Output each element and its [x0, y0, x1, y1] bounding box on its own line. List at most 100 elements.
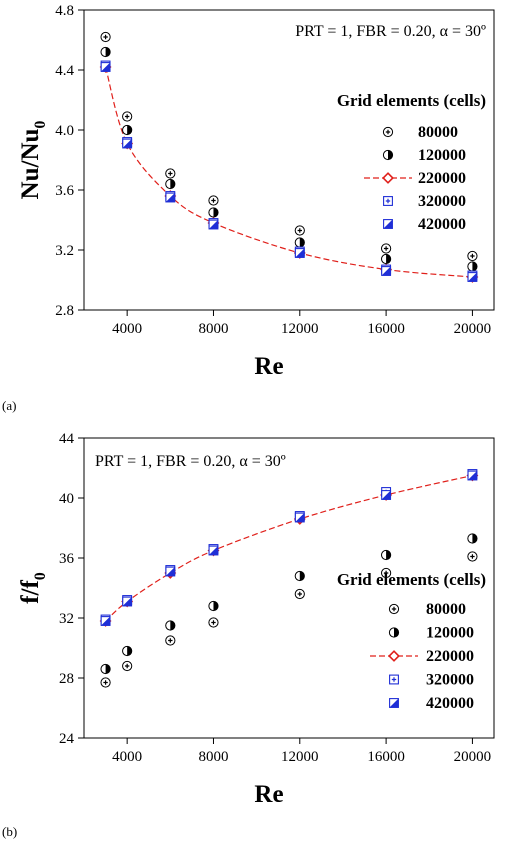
legend-marker-120000	[388, 627, 400, 638]
legend-marker-420000	[383, 219, 393, 229]
legend-title: Grid elements (cells)	[337, 91, 486, 110]
y-tick-label: 4.0	[55, 123, 74, 139]
data-point-80000	[100, 677, 111, 688]
y-tick-label: 44	[59, 431, 75, 447]
data-point-120000	[122, 124, 133, 136]
data-point-420000	[100, 62, 111, 72]
data-point-420000	[122, 596, 133, 607]
data-point-420000	[208, 545, 219, 556]
legend-label-320000: 320000	[426, 672, 474, 689]
data-point-420000	[165, 192, 176, 203]
legend-label-80000: 80000	[426, 601, 466, 618]
x-axis-label: Re	[254, 781, 283, 808]
data-point-80000	[122, 111, 133, 122]
x-tick-label: 12000	[281, 321, 319, 337]
x-tick-label: 16000	[367, 749, 405, 765]
data-point-420000	[467, 272, 478, 282]
legend-label-420000: 420000	[418, 216, 466, 233]
data-point-80000	[294, 588, 305, 600]
legend-marker-120000	[382, 149, 394, 161]
chart-panel-b: 24 28 32 36 40 44 4000 8000 12000 16000 20000 Re f/f…	[17, 431, 495, 808]
data-point-80000	[100, 31, 111, 43]
panel-label: (a)	[2, 398, 16, 413]
data-point-80000	[381, 567, 392, 579]
x-tick-label: 4000	[112, 749, 142, 765]
x-tick-label: 8000	[198, 749, 228, 765]
data-point-80000	[381, 243, 392, 254]
y-tick-label: 36	[59, 551, 75, 567]
panel-label: (b)	[2, 824, 17, 839]
y-tick-label: 3.6	[55, 183, 74, 199]
data-point-80000	[208, 617, 219, 628]
legend-label-220000: 220000	[418, 170, 466, 187]
legend-marker-220000	[382, 172, 394, 184]
plot-frame	[83, 9, 495, 311]
data-point-120000	[100, 46, 111, 58]
y-tick-label: 3.2	[55, 243, 74, 259]
y-axis-label: Nu/Nu0	[17, 121, 49, 200]
plot-frame	[83, 437, 495, 739]
data-point-120000	[208, 600, 219, 612]
x-tick-label: 16000	[367, 321, 405, 337]
data-point-120000	[381, 549, 392, 561]
legend-label-420000: 420000	[426, 695, 474, 712]
legend-marker-220000	[388, 650, 400, 662]
x-tick-label: 8000	[198, 321, 228, 337]
data-point-420000	[122, 138, 133, 149]
legend-label-80000: 80000	[418, 124, 458, 141]
condition-annotation: PRT = 1, FBR = 0.20, α = 30º	[95, 453, 286, 470]
x-tick-label: 20000	[454, 321, 492, 337]
data-point-120000	[208, 207, 219, 218]
condition-annotation: PRT = 1, FBR = 0.20, α = 30º	[295, 23, 486, 40]
data-point-80000	[122, 660, 133, 672]
legend-marker-320000	[383, 196, 393, 206]
legend: Grid elements (cells) 80000 120000 220000 32…	[337, 91, 486, 233]
data-point-120000	[165, 178, 176, 190]
data-point-80000	[467, 551, 478, 562]
y-axis-label: f/f0	[17, 572, 49, 604]
legend-marker-320000	[389, 674, 399, 685]
y-tick-label: 4.4	[55, 63, 74, 79]
y-tick-label: 28	[59, 671, 74, 687]
fit-curve-220000	[105, 474, 473, 622]
data-point-80000	[165, 168, 176, 179]
legend-marker-80000	[382, 126, 394, 138]
data-point-120000	[467, 533, 478, 544]
legend-label-120000: 120000	[418, 147, 466, 164]
data-point-420000	[294, 512, 305, 523]
legend-marker-80000	[388, 603, 400, 615]
data-point-80000	[294, 225, 305, 236]
chart-panel-a: 2.8 3.2 3.6 4.0 4.4 4.8 4000 8000 12000 16000 2000…	[17, 3, 495, 380]
data-point-120000	[294, 570, 305, 582]
data-point-420000	[100, 616, 111, 626]
legend-label-220000: 220000	[426, 648, 474, 665]
data-point-80000	[165, 635, 176, 646]
y-tick-label: 24	[59, 731, 75, 747]
data-point-120000	[122, 645, 133, 657]
data-point-120000	[381, 253, 392, 265]
legend: Grid elements (cells) 80000 120000 220000 32…	[337, 570, 486, 712]
data-point-420000	[467, 470, 478, 481]
data-point-120000	[165, 620, 176, 631]
data-point-80000	[467, 250, 478, 262]
x-tick-label: 4000	[112, 321, 142, 337]
data-point-120000	[467, 261, 478, 272]
x-tick-label: 12000	[281, 749, 319, 765]
y-tick-label: 40	[59, 491, 74, 507]
data-point-420000	[381, 266, 392, 276]
y-tick-label: 32	[59, 611, 74, 627]
data-point-120000	[100, 663, 111, 675]
legend-marker-420000	[389, 698, 399, 708]
data-point-80000	[208, 195, 219, 206]
data-point-420000	[208, 219, 219, 230]
x-tick-label: 20000	[454, 749, 492, 765]
legend-label-320000: 320000	[418, 193, 466, 210]
legend-label-120000: 120000	[426, 625, 474, 642]
data-point-420000	[294, 248, 305, 258]
data-point-420000	[381, 490, 392, 500]
y-tick-label: 4.8	[55, 3, 74, 19]
legend-title: Grid elements (cells)	[337, 570, 486, 589]
y-tick-label: 2.8	[55, 303, 74, 319]
data-point-120000	[294, 237, 305, 248]
